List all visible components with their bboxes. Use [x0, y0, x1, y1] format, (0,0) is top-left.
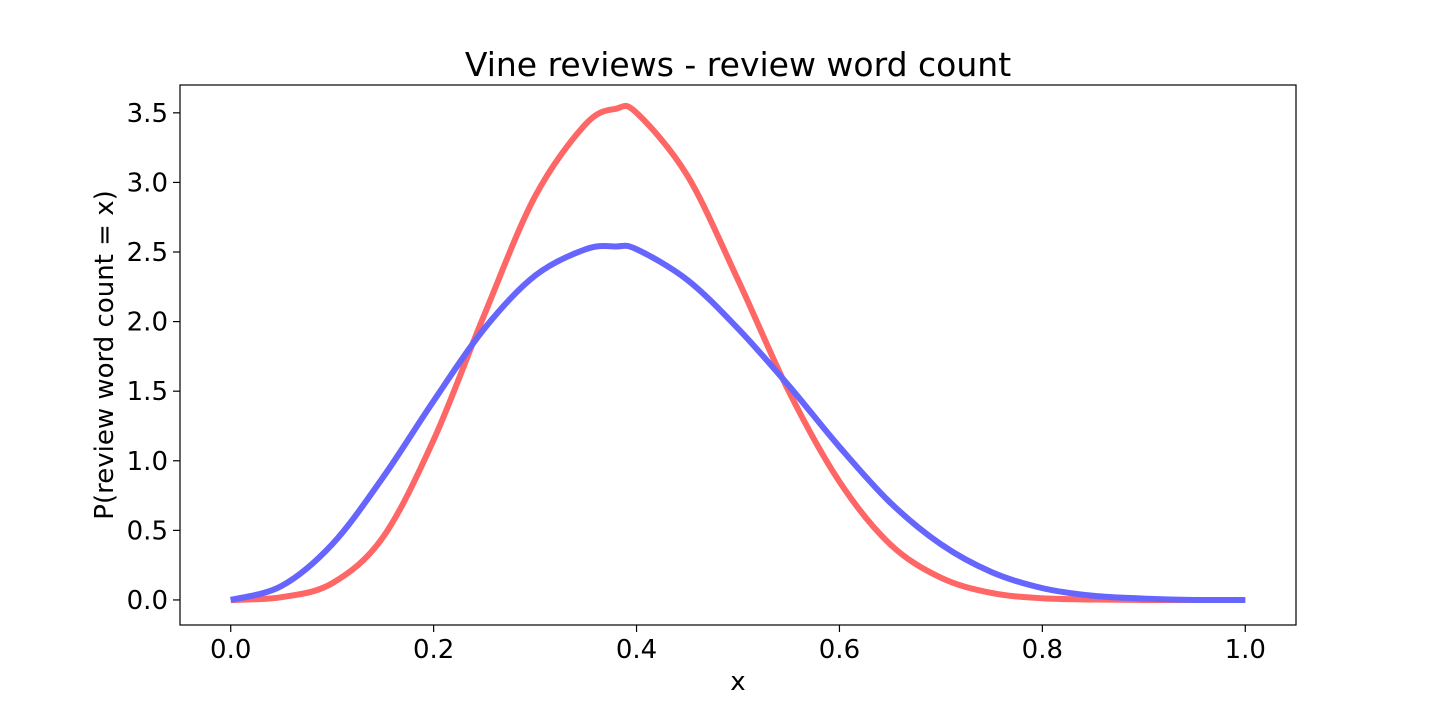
x-tick-label: 0.8 — [1022, 635, 1063, 665]
x-tick-label: 0.0 — [210, 635, 251, 665]
series-line-2 — [229, 242, 1246, 604]
series-line-1 — [230, 102, 1246, 603]
x-tick-label: 1.0 — [1225, 635, 1266, 665]
chart-title: Vine reviews - review word count — [465, 45, 1011, 84]
y-tick-label: 2.5 — [127, 238, 168, 268]
y-tick-label: 3.0 — [127, 168, 168, 198]
y-tick-label: 0.5 — [127, 516, 168, 546]
x-axis-label: x — [730, 667, 745, 697]
y-axis-label: P(review word count = x) — [90, 190, 120, 519]
y-tick-label: 3.5 — [127, 99, 168, 129]
x-tick-label: 0.4 — [616, 635, 657, 665]
x-tick-label: 0.2 — [413, 635, 454, 665]
series-layer — [229, 102, 1246, 604]
y-tick-label: 0.0 — [127, 586, 168, 616]
axes-frame — [179, 84, 1297, 626]
plot-area — [179, 84, 1297, 626]
y-tick-label: 1.0 — [127, 447, 168, 477]
x-axis-ticks: 0.0 0.2 0.4 0.6 0.8 1.0 — [210, 625, 1266, 665]
x-tick-label: 0.6 — [819, 635, 860, 665]
y-axis-ticks: 0.0 0.5 1.0 1.5 2.0 2.5 3.0 3.5 — [127, 99, 180, 616]
y-tick-label: 2.0 — [127, 308, 168, 338]
y-tick-label: 1.5 — [127, 377, 168, 407]
